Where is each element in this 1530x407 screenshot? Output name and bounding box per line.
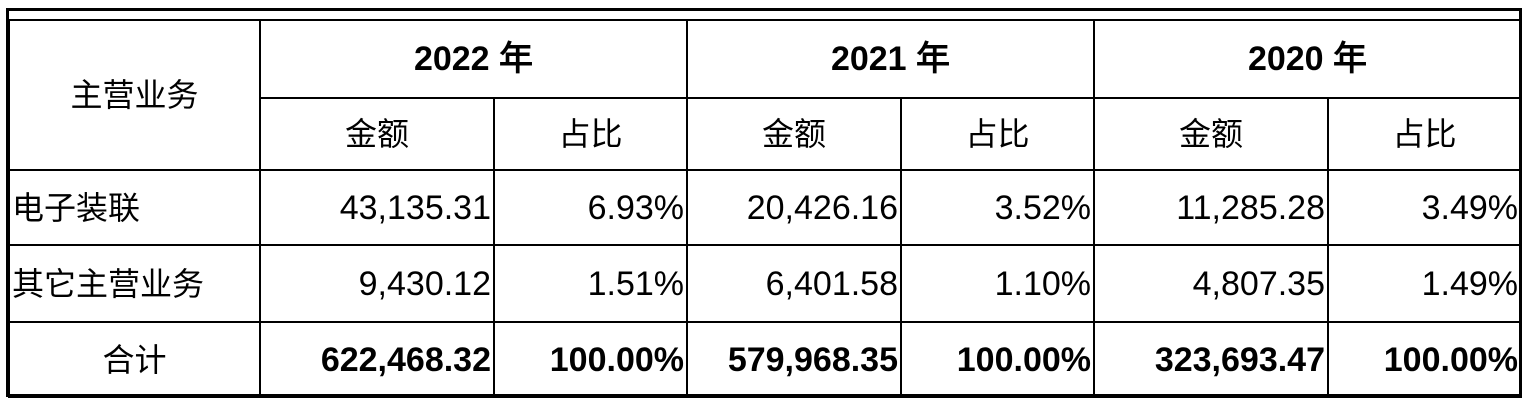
total-amount-cell: 579,968.35 (686, 321, 902, 398)
amount-header-2022: 金额 (259, 97, 495, 171)
ratio-cell: 1.51% (493, 244, 688, 323)
ratio-cell: 3.49% (1327, 169, 1522, 246)
total-ratio-cell: 100.00% (493, 321, 688, 398)
amount-cell: 9,430.12 (259, 244, 495, 323)
ratio-header-2020: 占比 (1327, 97, 1522, 171)
amount-cell: 11,285.28 (1093, 169, 1329, 246)
year-header-row: 主营业务 2022 年 2021 年 2020 年 (8, 19, 1522, 171)
year-2022-header: 2022 年 (259, 19, 688, 99)
amount-cell: 6,401.58 (686, 244, 902, 323)
amount-cell: 20,426.16 (686, 169, 902, 246)
ratio-cell: 1.49% (1327, 244, 1522, 323)
total-ratio-cell: 100.00% (1327, 321, 1522, 398)
ratio-header-2022: 占比 (493, 97, 688, 171)
year-2021-header: 2021 年 (686, 19, 1095, 99)
total-amount-cell: 622,468.32 (259, 321, 495, 398)
year-2020-header: 2020 年 (1093, 19, 1522, 99)
total-row: 合计 622,468.32 100.00% 579,968.35 100.00%… (8, 321, 1522, 398)
row-label: 其它主营业务 (8, 244, 261, 323)
business-revenue-table: 主营业务 2022 年 2021 年 2020 年 金额 占比 金额 占比 金额… (8, 19, 1522, 398)
amount-header-2020: 金额 (1093, 97, 1329, 171)
ratio-header-2021: 占比 (900, 97, 1095, 171)
ratio-cell: 1.10% (900, 244, 1095, 323)
amount-cell: 43,135.31 (259, 169, 495, 246)
total-label: 合计 (8, 321, 261, 398)
ratio-cell: 3.52% (900, 169, 1095, 246)
table-row: 电子装联 43,135.31 6.93% 20,426.16 3.52% 11,… (8, 169, 1522, 246)
ratio-cell: 6.93% (493, 169, 688, 246)
amount-header-2021: 金额 (686, 97, 902, 171)
total-ratio-cell: 100.00% (900, 321, 1095, 398)
table-row: 其它主营业务 9,430.12 1.51% 6,401.58 1.10% 4,8… (8, 244, 1522, 323)
total-amount-cell: 323,693.47 (1093, 321, 1329, 398)
row-label: 电子装联 (8, 169, 261, 246)
amount-cell: 4,807.35 (1093, 244, 1329, 323)
row-header-label: 主营业务 (8, 19, 261, 171)
sub-header-row: 金额 占比 金额 占比 金额 占比 (9, 97, 1522, 171)
